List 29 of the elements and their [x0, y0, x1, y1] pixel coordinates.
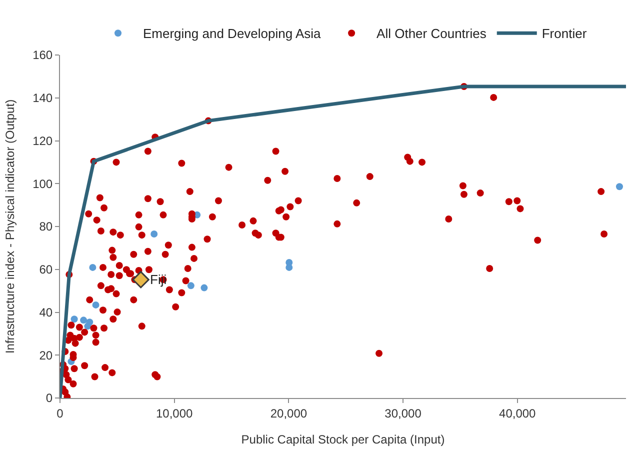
y-tick-label: 80: [39, 220, 53, 234]
x-tick-label: 30,000: [384, 406, 422, 420]
y-tick-label: 120: [32, 134, 53, 148]
y-tick-label: 60: [39, 262, 53, 277]
point: [84, 322, 92, 330]
y-axis-title: Infrastructure index - Physical indicator (Output): [2, 99, 17, 354]
point: [200, 284, 208, 292]
point: [70, 316, 78, 323]
x-tick-label: 40,000: [499, 406, 536, 420]
y-tick-label: 0: [46, 391, 53, 406]
y-tick-label: 20: [39, 348, 53, 362]
x-tick-label: 10,000: [156, 406, 194, 420]
point: [616, 183, 623, 190]
point: [150, 230, 158, 238]
legend-label: Emerging and Developing Asia: [143, 26, 322, 42]
x-tick-label: 20,000: [270, 406, 308, 420]
point: [187, 282, 194, 290]
x-tick-label: 0: [56, 406, 64, 420]
point: [89, 264, 96, 271]
point: [92, 301, 100, 308]
y-tick-label: 100: [32, 176, 53, 191]
legend-label: All Other Countries: [376, 26, 487, 42]
legend-label: Frontier: [542, 26, 588, 42]
y-tick-label: 140: [32, 91, 53, 106]
point: [132, 271, 150, 288]
x-axis-title: Public Capital Stock per Capita (Input): [241, 432, 445, 446]
point: [80, 316, 88, 324]
y-tick-label: 160: [32, 48, 53, 62]
y-tick-label: 40: [39, 305, 53, 320]
